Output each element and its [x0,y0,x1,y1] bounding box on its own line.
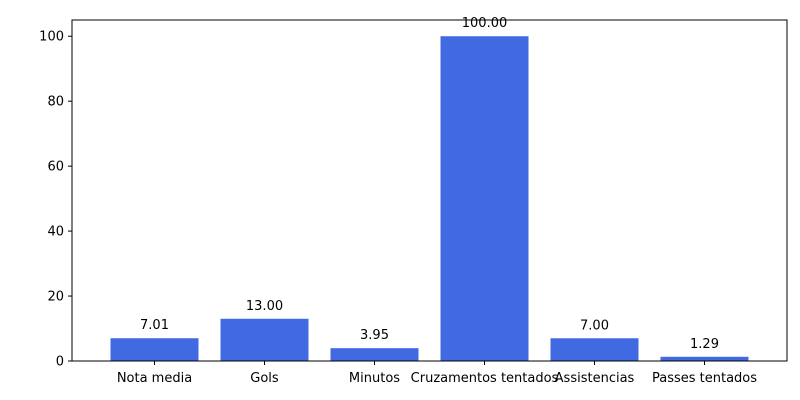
bar-0 [110,338,199,361]
x-axis: Nota media Gols Minutos Cruzamentos tentado… [117,361,757,386]
y-tick-label-1: 20 [47,290,64,305]
bar-3 [440,36,529,361]
value-label-5: 1.29 [690,337,719,352]
value-label-1: 13.00 [246,299,283,314]
bar-4 [550,338,639,361]
x-tick-label-2: Minutos [349,371,400,386]
y-tick-label-5: 100 [39,30,64,45]
y-axis: 0 20 40 60 80 100 [39,30,72,370]
value-label-4: 7.00 [580,318,609,333]
y-tick-label-3: 60 [47,160,64,175]
x-tick-label-0: Nota media [117,371,192,386]
value-label-0: 7.01 [140,318,169,333]
x-tick-label-3: Cruzamentos tentados [411,371,559,386]
value-label-3: 100.00 [462,16,508,31]
x-tick-label-5: Passes tentados [652,371,757,386]
bar-1 [220,318,309,361]
value-labels-group: 7.01 13.00 3.95 100.00 7.00 1.29 [140,16,719,352]
x-tick-label-4: Assistencias [555,371,635,386]
plot-frame [71,19,788,362]
bars-group [110,36,749,361]
y-tick-label-0: 0 [56,355,64,370]
x-tick-label-1: Gols [250,371,279,386]
y-tick-label-2: 40 [47,225,64,240]
value-label-2: 3.95 [360,328,389,343]
bar-2 [330,348,419,361]
bar-5 [660,356,749,361]
y-tick-label-4: 80 [47,95,64,110]
